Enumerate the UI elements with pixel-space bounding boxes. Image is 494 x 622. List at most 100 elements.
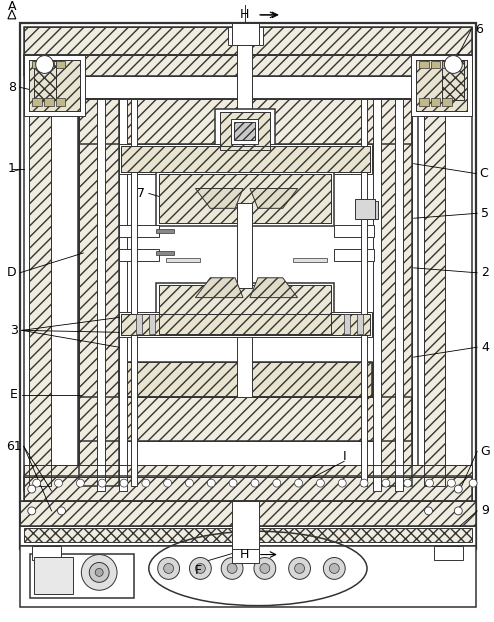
Bar [24,55,85,116]
Bar [24,27,472,55]
Circle shape [95,569,103,577]
Bar [80,99,119,486]
Circle shape [185,479,194,487]
Circle shape [324,557,345,579]
Bar [237,203,252,288]
Bar [418,60,428,68]
Bar [34,557,74,594]
Text: I: I [342,450,346,463]
Bar [228,27,263,45]
Bar [32,545,61,560]
Bar [334,249,374,261]
Bar [156,283,334,337]
Circle shape [54,479,62,487]
Bar [24,465,472,477]
Bar [20,545,476,607]
Circle shape [254,557,276,579]
Circle shape [227,564,237,573]
Circle shape [360,479,368,487]
Bar [220,112,270,150]
Bar [20,501,476,526]
Circle shape [251,479,259,487]
Text: 7: 7 [137,187,145,200]
Bar [20,526,476,545]
Circle shape [454,485,462,493]
Circle shape [424,507,433,515]
Bar [119,312,372,337]
Bar [395,99,403,491]
Bar [30,554,134,598]
Text: 9: 9 [481,504,489,518]
Circle shape [469,479,477,487]
Bar [443,60,453,68]
Polygon shape [250,188,297,208]
Bar [24,476,472,501]
Bar [29,60,81,111]
Text: D: D [7,266,17,279]
Bar [234,122,255,140]
Bar [24,55,79,491]
Circle shape [28,507,36,515]
Bar [232,501,259,560]
Circle shape [448,479,455,487]
Circle shape [57,507,66,515]
Bar [80,99,119,486]
Bar [431,60,441,68]
Circle shape [120,479,128,487]
Text: F: F [195,564,202,577]
Bar [159,174,331,223]
Bar [149,315,155,334]
Bar [80,397,412,442]
Bar [24,55,472,77]
Circle shape [98,479,106,487]
Circle shape [36,55,53,73]
Text: 3: 3 [10,324,18,337]
Text: A: A [7,1,16,14]
Bar [231,119,258,144]
Bar [34,60,55,100]
Circle shape [338,479,346,487]
Circle shape [164,479,171,487]
Bar [423,60,446,486]
Bar [364,202,378,219]
Bar [374,99,412,486]
Bar [418,98,428,106]
Circle shape [190,557,211,579]
Circle shape [445,55,462,73]
Bar [119,225,159,237]
Text: 8: 8 [8,81,16,94]
Bar [32,98,41,106]
Circle shape [229,479,237,487]
Text: 4: 4 [481,341,489,354]
Bar [417,55,472,491]
Bar [119,99,127,491]
Circle shape [33,479,41,487]
Bar [434,545,463,560]
Bar [156,229,173,233]
Bar [20,23,476,549]
Text: H: H [239,8,248,21]
Bar [24,465,472,477]
Bar [121,146,370,172]
Text: H: H [239,548,248,561]
Bar [232,27,259,40]
Bar [443,60,464,100]
Bar [159,285,331,334]
Bar [357,315,363,334]
Bar [334,225,374,237]
Text: C: C [480,167,489,180]
Bar [121,146,370,172]
Bar [43,60,53,68]
Bar [131,99,137,486]
Bar [136,315,142,334]
Circle shape [288,557,311,579]
Text: 61: 61 [6,440,22,453]
Bar [43,98,53,106]
Bar [29,60,81,111]
Circle shape [294,564,304,573]
Bar [232,549,259,564]
Circle shape [196,564,206,573]
Bar [165,258,201,262]
Circle shape [82,555,117,590]
Bar [34,60,55,100]
